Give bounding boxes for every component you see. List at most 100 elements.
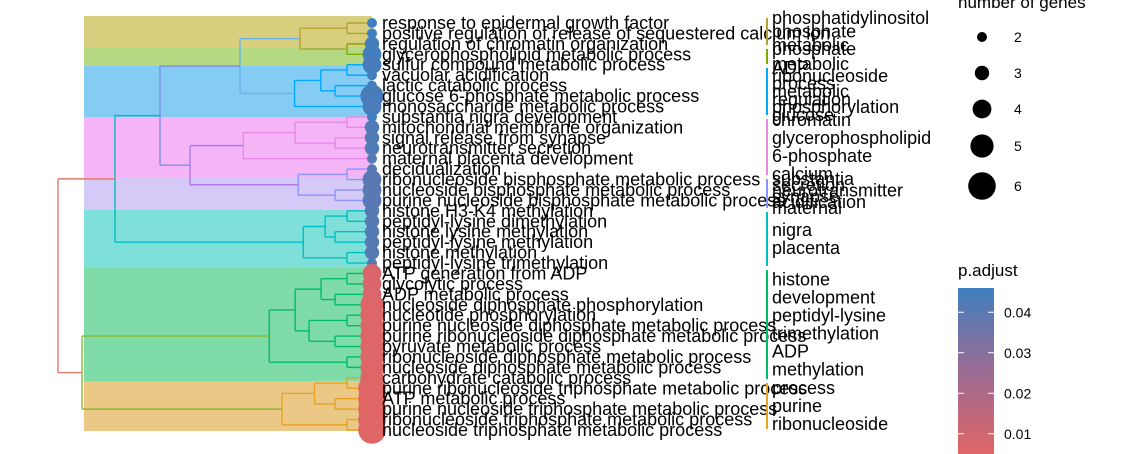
term-label: carbohydrate catabolic process <box>382 368 631 388</box>
size-legend-label: 2 <box>1014 29 1022 45</box>
term-label: nucleoside diphosphate metabolic process <box>382 357 721 377</box>
term-dot <box>364 224 380 239</box>
term-label: glycerophospholipid metabolic process <box>382 44 691 64</box>
size-legend-dot <box>968 172 996 200</box>
cluster-keyword: ribonucleoside <box>772 66 888 86</box>
size-legend-label: 4 <box>1014 101 1022 117</box>
term-label: regulation of chromatin organization <box>382 34 668 54</box>
color-legend-title: p.adjust <box>958 261 1018 280</box>
term-label: histone methylation <box>382 243 537 263</box>
cluster-keyword: phosphate <box>772 22 856 42</box>
term-dot <box>364 214 380 229</box>
term-label: maternal placenta development <box>382 149 633 169</box>
cluster-keyword: glucose <box>772 105 834 125</box>
term-label: purine ribonucleoside diphosphate metabo… <box>382 326 806 346</box>
cluster-keyword: secretion <box>772 175 845 195</box>
term-label: substantia nigra development <box>382 107 617 127</box>
term-dot <box>367 153 377 164</box>
term-dot <box>364 203 380 219</box>
cluster-keyword: neurotransmitter <box>772 181 903 201</box>
term-dot <box>358 416 386 444</box>
term-dot <box>362 191 382 210</box>
cluster-keyword: metabolic <box>772 54 849 74</box>
cluster-keyword: process <box>772 74 835 94</box>
term-label: peptidyl-lysine trimethylation <box>382 253 608 273</box>
term-dot <box>362 55 382 75</box>
cluster-keyword: histone <box>772 270 830 290</box>
term-label: pyruvate metabolic process <box>382 337 601 357</box>
cluster-band <box>84 268 372 381</box>
term-label: lactic catabolic process <box>382 76 567 96</box>
cluster-keyword: maternal <box>772 198 842 218</box>
term-label: glycolytic process <box>382 274 523 294</box>
term-dot <box>362 97 382 116</box>
term-label: purine nucleoside bisphosphate metabolic… <box>382 190 785 210</box>
term-label: purine ribonucleoside triphosphate metab… <box>382 378 807 398</box>
color-legend-label: 0.02 <box>1004 385 1031 401</box>
term-label: peptidyl-lysine dimethylation <box>382 211 607 231</box>
term-label: response to epidermal growth factor <box>382 13 669 33</box>
term-label: positive regulation of release of seques… <box>382 23 830 43</box>
size-legend: number of genes 2 3 4 5 6 <box>958 0 1086 200</box>
cluster-keyword: nigra <box>772 220 813 240</box>
term-label: histone lysine methylation <box>382 222 588 242</box>
cluster-band <box>84 381 372 431</box>
term-dot <box>367 18 377 28</box>
term-dot <box>364 245 380 260</box>
term-label: monosaccharide metabolic process <box>382 96 664 116</box>
term-label: neurotransmitter secretion <box>382 138 591 158</box>
term-label: ribonucleoside triphosphate metabolic pr… <box>382 410 752 430</box>
cluster-keyword: glycerophospholipid <box>772 128 931 148</box>
term-label: ribonucleoside bisphosphate metabolic pr… <box>382 170 760 190</box>
cluster-band <box>84 210 372 268</box>
cluster-keyword: ribonucleoside <box>772 414 888 434</box>
color-legend: p.adjust 0.01 0.02 0.03 0.04 <box>958 261 1031 454</box>
cluster-band <box>84 16 372 47</box>
cluster-keyword: purine <box>772 396 822 416</box>
cluster-band <box>84 47 372 66</box>
size-legend-dot <box>970 134 994 158</box>
cluster-keyword: trimethylation <box>772 324 879 344</box>
cluster-keyword: metabolic <box>772 35 849 55</box>
term-dot <box>364 130 380 145</box>
cluster-keyword: phosphatidylinositol <box>772 8 929 28</box>
term-label: ribonucleoside diphosphate metabolic pro… <box>382 347 751 367</box>
cluster-bands <box>84 16 372 431</box>
term-dot <box>364 234 380 250</box>
size-legend-dot <box>977 32 987 42</box>
cluster-keyword: 6-phosphate <box>772 146 872 166</box>
term-label: nucleoside triphosphate metabolic proces… <box>382 420 722 440</box>
term-label: purine nucleoside diphosphate metabolic … <box>382 316 776 336</box>
term-dots <box>358 18 386 444</box>
term-label: peptidyl-lysine methylation <box>382 232 593 252</box>
cluster-keyword: synapse <box>772 186 839 206</box>
term-dot <box>367 111 377 122</box>
term-label: ATP generation from ADP <box>382 263 587 283</box>
cluster-keyword: acidification <box>772 192 866 212</box>
size-legend-title: number of genes <box>958 0 1086 12</box>
size-legend-dot <box>972 99 992 119</box>
cluster-keyword: regulation <box>772 89 851 109</box>
term-label: decidualization <box>382 159 501 179</box>
cluster-band <box>84 177 372 210</box>
term-label: nucleotide phosphorylation <box>382 305 596 325</box>
cluster-keyword: phosphorylation <box>772 97 899 117</box>
term-dot <box>367 28 377 39</box>
cluster-keyword: placenta <box>772 238 841 258</box>
term-label: signal release from synapse <box>382 128 606 148</box>
cluster-keyword: ADP <box>772 342 809 362</box>
color-legend-bar <box>958 288 994 454</box>
cluster-keyword: peptidyl-lysine <box>772 306 886 326</box>
cluster-keyword: ADP <box>772 58 809 78</box>
cluster-keyword: methylation <box>772 360 864 380</box>
term-label: glucose 6-phosphate metabolic process <box>382 86 699 106</box>
term-label: sulfur compound metabolic process <box>382 55 665 75</box>
term-dot <box>364 141 380 156</box>
term-label: ATP metabolic process <box>382 389 565 409</box>
size-legend-label: 3 <box>1014 65 1022 81</box>
term-label: nucleoside diphosphate phosphorylation <box>382 295 703 315</box>
cluster-band <box>84 117 372 177</box>
cluster-keyword: chromatin <box>772 110 851 130</box>
term-label: nucleoside bisphosphate metabolic proces… <box>382 180 730 200</box>
term-dot <box>364 120 380 135</box>
